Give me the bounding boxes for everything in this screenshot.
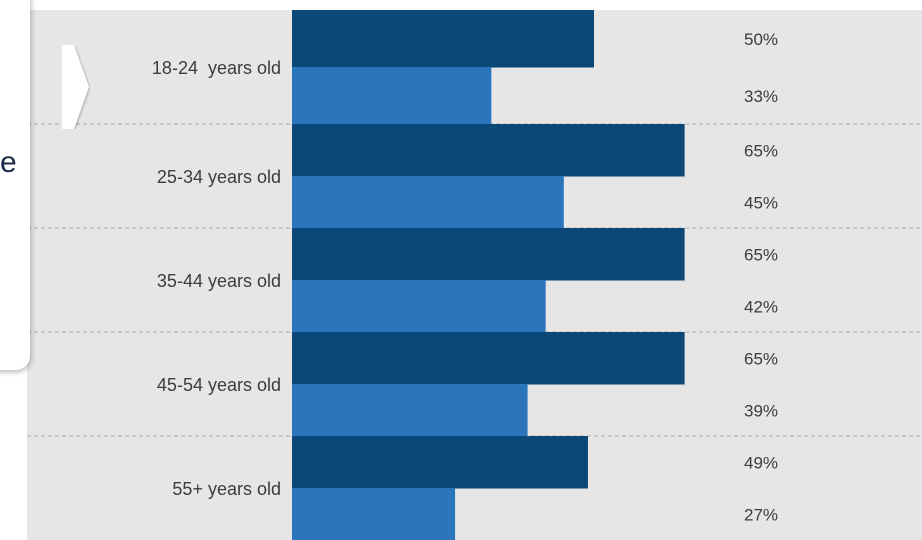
category-label: 25-34 years old <box>157 167 281 187</box>
callout-text: e <box>0 148 17 178</box>
category-label: 45-54 years old <box>157 375 281 395</box>
value-label: 33% <box>744 87 778 106</box>
value-label: 65% <box>744 349 778 368</box>
bar-dark-1 <box>292 124 685 177</box>
bar-light-3 <box>292 384 528 437</box>
bar-dark-3 <box>292 332 685 385</box>
bar-light-0 <box>292 67 491 125</box>
value-label: 49% <box>744 453 778 472</box>
bar-light-1 <box>292 176 564 229</box>
value-label: 50% <box>744 30 778 49</box>
callout-bubble <box>0 0 30 370</box>
value-label: 45% <box>744 193 778 212</box>
category-label: 18-24 years old <box>152 58 281 78</box>
category-label: 35-44 years old <box>157 271 281 291</box>
bar-dark-0 <box>292 10 594 68</box>
value-label: 65% <box>744 141 778 160</box>
value-label: 65% <box>744 245 778 264</box>
bar-light-4 <box>292 488 455 540</box>
value-label: 27% <box>744 505 778 524</box>
bar-dark-2 <box>292 228 685 281</box>
callout-pointer <box>62 45 90 129</box>
value-label: 42% <box>744 297 778 316</box>
value-label: 39% <box>744 401 778 420</box>
bar-light-2 <box>292 280 546 333</box>
category-label: 55+ years old <box>172 479 281 499</box>
bar-dark-4 <box>292 436 588 489</box>
